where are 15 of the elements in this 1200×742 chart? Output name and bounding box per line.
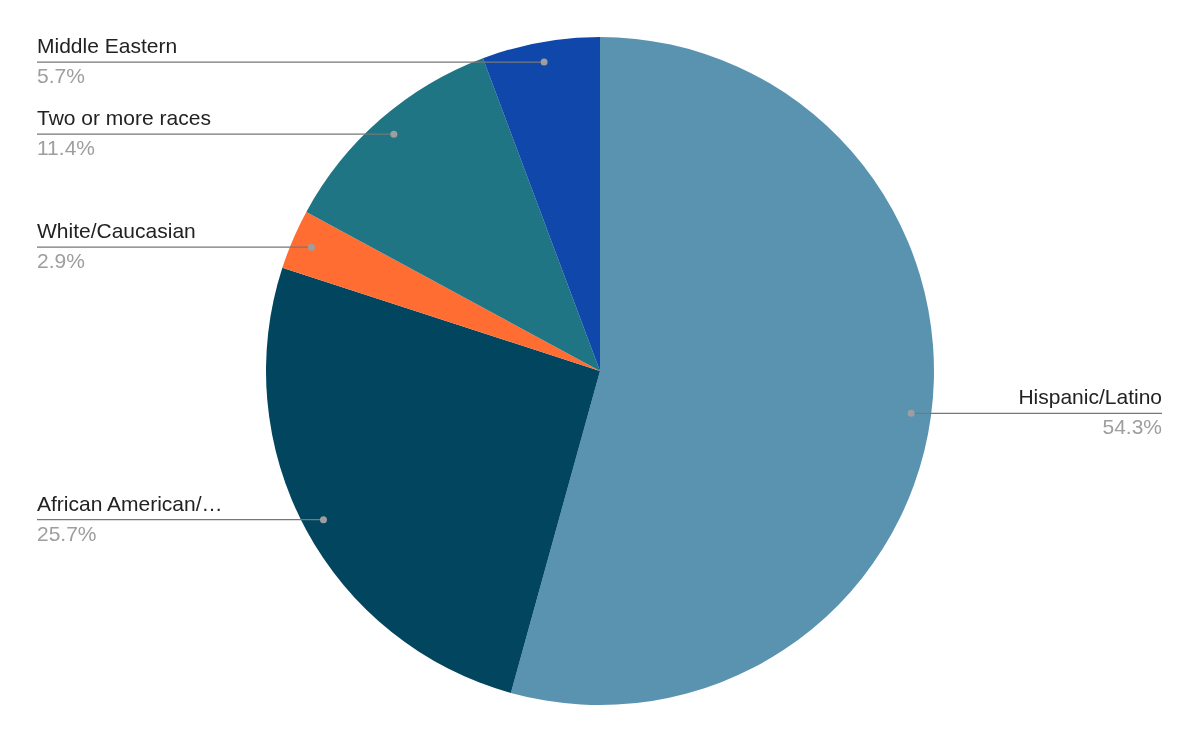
pie-slice (266, 267, 600, 693)
data-label: 5.7% (37, 64, 85, 88)
pie-slice (306, 58, 600, 371)
slice-label: Two or more races (37, 106, 211, 130)
data-label: 25.7% (37, 521, 97, 545)
pie-slice (282, 211, 600, 371)
slice-label: Hispanic/Latino (1018, 385, 1162, 409)
data-label: 2.9% (37, 249, 85, 273)
pie-slice (510, 37, 934, 705)
data-label: 54.3% (1102, 415, 1162, 439)
slice-label: White/Caucasian (37, 219, 196, 243)
pie-slice (482, 37, 600, 371)
data-label: 11.4% (37, 136, 95, 160)
slice-label: Middle Eastern (37, 34, 178, 58)
slice-label: African American/… (37, 491, 223, 515)
